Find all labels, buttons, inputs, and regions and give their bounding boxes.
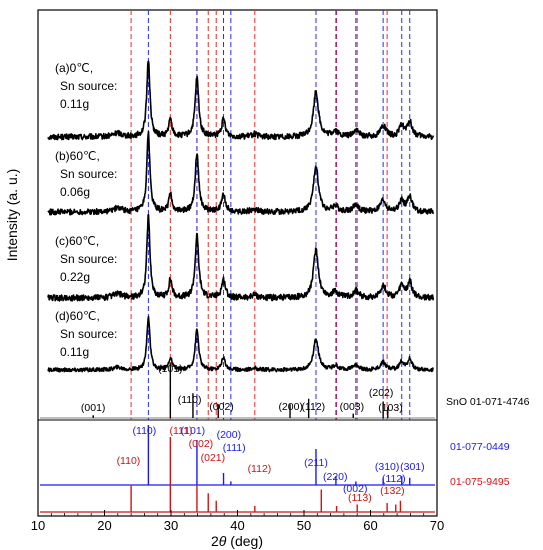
sample-labels: (a)0℃, Sn source: 0.11g (b)60℃, Sn source: 0.… <box>55 61 117 359</box>
sample-label-1: (b)60℃, Sn source: 0.06g <box>55 149 117 199</box>
sample-label-line: 0.22g <box>60 270 90 284</box>
hkl-label: (111) <box>169 425 192 437</box>
reference-name: SnO 01-071-4746 <box>446 396 530 408</box>
hkl-label: (202) <box>369 387 394 399</box>
hkl-label: (103) <box>378 402 403 414</box>
hkl-label: (112) <box>382 473 406 485</box>
sample-label-line: Sn source: <box>60 327 117 341</box>
hkl-label: (112) <box>301 401 325 413</box>
x-tick-label: 30 <box>164 518 178 533</box>
sample-label-line: (c)60℃, <box>55 234 99 248</box>
x-axis-ticks: 10 20 30 40 50 60 70 <box>31 510 444 533</box>
reference-dashed-lines <box>130 10 411 420</box>
x-tick-label: 20 <box>97 518 111 533</box>
hkl-label: (003) <box>340 401 365 413</box>
hkl-label: (101) <box>181 425 206 437</box>
hkl-label: (132) <box>380 485 405 497</box>
spectrum-line-2 <box>47 213 435 302</box>
hkl-label: (001) <box>81 402 106 414</box>
x-axis-title: 2θ (deg) <box>211 533 263 549</box>
reference-patterns: (001)(101)(110)(002) (200)(112) (003)(202)… <box>40 363 530 513</box>
hkl-label: (021) <box>201 452 226 464</box>
spectrum-line-0 <box>47 60 435 141</box>
xrd-spectra <box>47 60 435 373</box>
hkl-label: (112) <box>248 463 272 475</box>
reference-name: 01-075-9495 <box>450 476 510 488</box>
hkl-label: (110) <box>133 425 157 437</box>
x-tick-label: 70 <box>430 518 444 533</box>
sample-label-2: (c)60℃, Sn source: 0.22g <box>55 234 117 284</box>
sample-label-line: (b)60℃, <box>55 149 100 163</box>
sample-label-line: 0.11g <box>60 97 89 111</box>
hkl-label: (002) <box>209 401 234 413</box>
hkl-label: (111) <box>223 442 246 454</box>
hkl-label: (110) <box>117 455 141 467</box>
sample-label-0: (a)0℃, Sn source: 0.11g <box>55 61 117 111</box>
hkl-label: (113) <box>348 492 372 504</box>
hkl-label: (220) <box>323 471 348 483</box>
sample-label-3: (d)60℃, Sn source: 0.11g <box>55 309 117 359</box>
x-tick-label: 10 <box>31 518 45 533</box>
hkl-label: (200) <box>217 429 242 441</box>
spectrum-line-3 <box>47 315 434 373</box>
y-axis-title: Intensity (a. u.) <box>4 169 20 262</box>
hkl-label: (211) <box>304 457 328 469</box>
sample-label-line: Sn source: <box>60 252 117 266</box>
hkl-label: (002) <box>189 438 214 450</box>
spectrum-line-1 <box>47 130 435 216</box>
hkl-label: (101) <box>158 363 183 375</box>
hkl-label: (301) <box>400 461 425 473</box>
sample-label-line: 0.06g <box>60 185 90 199</box>
hkl-label: (002) <box>343 483 368 495</box>
sample-label-line: (a)0℃, <box>55 61 93 75</box>
x-tick-label: 60 <box>363 518 377 533</box>
x-tick-label: 50 <box>297 518 311 533</box>
sample-label-line: 0.11g <box>60 345 89 359</box>
sample-label-line: (d)60℃, <box>55 309 100 323</box>
sample-label-line: Sn source: <box>60 79 117 93</box>
hkl-label: (200) <box>278 401 303 413</box>
sample-label-line: Sn source: <box>60 167 117 181</box>
reference-name: 01-077-0449 <box>450 441 510 453</box>
hkl-label: (110) <box>178 394 202 406</box>
hkl-label: (310) <box>375 461 400 473</box>
x-tick-label: 40 <box>230 518 244 533</box>
